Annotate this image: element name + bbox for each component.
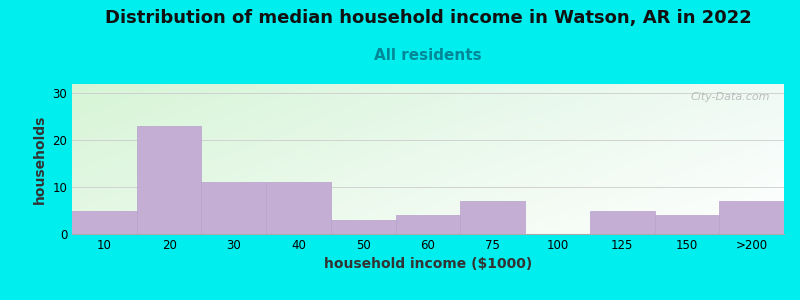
Bar xyxy=(460,201,525,234)
Bar xyxy=(266,182,331,234)
Text: All residents: All residents xyxy=(374,48,482,63)
Bar xyxy=(202,182,266,234)
Y-axis label: households: households xyxy=(33,114,46,204)
Text: Distribution of median household income in Watson, AR in 2022: Distribution of median household income … xyxy=(105,9,751,27)
Bar xyxy=(72,211,137,234)
Bar xyxy=(331,220,396,234)
Bar xyxy=(137,126,202,234)
Bar xyxy=(654,215,719,234)
Bar xyxy=(719,201,784,234)
Bar xyxy=(396,215,460,234)
X-axis label: household income ($1000): household income ($1000) xyxy=(324,257,532,272)
Bar xyxy=(590,211,654,234)
Text: City-Data.com: City-Data.com xyxy=(690,92,770,101)
